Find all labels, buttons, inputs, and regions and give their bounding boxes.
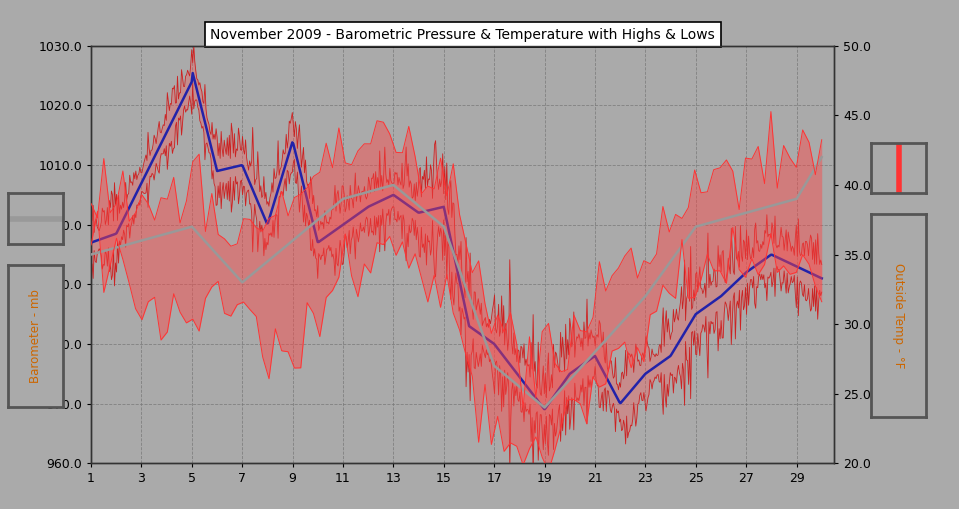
Title: November 2009 - Barometric Pressure & Temperature with Highs & Lows: November 2009 - Barometric Pressure & Te… — [210, 28, 715, 42]
Text: Outside Temp - °F: Outside Temp - °F — [892, 263, 905, 369]
Text: Barometer - mb: Barometer - mb — [29, 289, 42, 383]
